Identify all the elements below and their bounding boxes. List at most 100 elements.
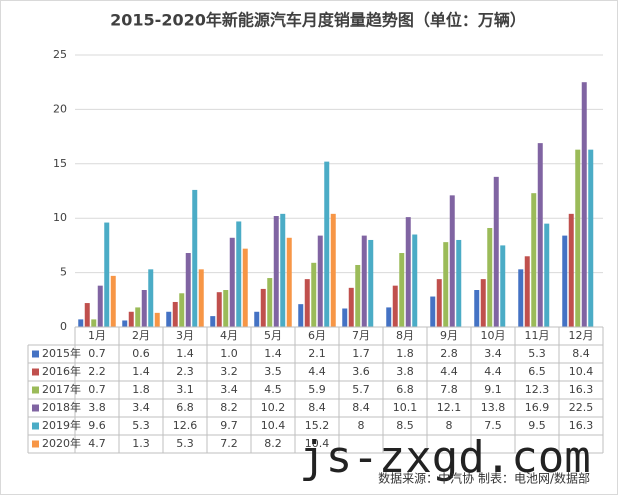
bar (386, 307, 392, 327)
legend-label: 2016年 (42, 364, 81, 378)
y-tick-label: 15 (53, 157, 67, 170)
bar (317, 235, 323, 327)
bar (480, 279, 486, 327)
bar (84, 303, 90, 327)
table-value: 5.7 (352, 383, 370, 396)
table-value: 2.2 (88, 365, 106, 378)
legend-swatch (32, 404, 39, 412)
bar (443, 242, 449, 327)
x-tick-label: 6月 (308, 329, 326, 342)
x-tick-label: 9月 (440, 329, 458, 342)
bar (192, 189, 198, 327)
bar (78, 319, 84, 327)
table-value: 5.3 (176, 437, 194, 450)
bar (110, 275, 116, 327)
bar (141, 290, 147, 327)
table-value: 16.3 (569, 383, 594, 396)
table-value: 7.2 (220, 437, 238, 450)
table-value: 6.5 (528, 365, 546, 378)
table-value: 7.5 (484, 419, 502, 432)
table-value: 2.1 (308, 347, 326, 360)
table-value: 4.4 (308, 365, 326, 378)
table-value: 6.8 (176, 401, 194, 414)
table-value: 12.1 (437, 401, 462, 414)
bar (581, 82, 587, 327)
table-value: 5.3 (528, 347, 546, 360)
bar (430, 296, 436, 327)
bar (531, 193, 537, 327)
bar (474, 290, 480, 327)
bar (229, 237, 235, 327)
y-tick-label: 25 (53, 48, 67, 61)
table-value: 3.2 (220, 365, 238, 378)
x-tick-label: 10月 (481, 329, 506, 342)
x-tick-label: 1月 (88, 329, 106, 342)
legend-label: 2020年 (42, 436, 81, 450)
table-value: 3.4 (132, 401, 150, 414)
table-value: 0.6 (132, 347, 150, 360)
table-value: 5.9 (308, 383, 326, 396)
table-value: 3.6 (352, 365, 370, 378)
bar (273, 216, 279, 327)
bar (524, 256, 530, 327)
bar (562, 235, 568, 327)
bar (135, 307, 141, 327)
bar (330, 213, 336, 327)
legend-label: 2017年 (42, 382, 81, 396)
x-tick-label: 7月 (352, 329, 370, 342)
bar (154, 312, 160, 327)
bar (487, 227, 493, 327)
legend-swatch (32, 350, 39, 358)
y-tick-label: 20 (53, 102, 67, 115)
table-value: 10.4 (261, 419, 286, 432)
chart-title: 2015-2020年新能源汽车月度销量趋势图（单位：万辆） (110, 11, 526, 30)
table-value: 12.6 (173, 419, 198, 432)
bar (342, 308, 348, 327)
bar (104, 222, 110, 327)
bar (179, 293, 185, 327)
table-value: 16.9 (525, 401, 550, 414)
table-value: 8.2 (264, 437, 282, 450)
table-value: 10.4 (569, 365, 594, 378)
bar (518, 269, 524, 327)
bar (166, 311, 172, 327)
bar (348, 287, 354, 327)
table-value: 3.8 (88, 401, 106, 414)
bar (436, 279, 442, 327)
table-value: 3.4 (484, 347, 502, 360)
table-value: 8.4 (572, 347, 590, 360)
legend-label: 2018年 (42, 400, 81, 414)
bar (544, 223, 550, 327)
bar (198, 269, 204, 327)
table-value: 1.8 (396, 347, 414, 360)
x-tick-label: 11月 (525, 329, 550, 342)
x-tick-label: 5月 (264, 329, 282, 342)
table-value: 6.8 (396, 383, 414, 396)
bar (361, 235, 367, 327)
bar (223, 290, 229, 327)
bar (280, 213, 286, 327)
bar (267, 278, 273, 327)
table-value: 1.4 (264, 347, 282, 360)
bar (185, 253, 191, 327)
bar (236, 221, 242, 327)
y-tick-label: 5 (60, 266, 67, 279)
bar (298, 304, 304, 327)
legend-swatch (32, 440, 39, 448)
legend-swatch (32, 386, 39, 394)
table-value: 1.3 (132, 437, 150, 450)
bar (172, 301, 178, 327)
bar (128, 311, 134, 327)
watermark: js-zxgd.com (299, 432, 590, 483)
table-value: 22.5 (569, 401, 594, 414)
table-value: 4.4 (440, 365, 458, 378)
bar (568, 213, 574, 327)
x-tick-label: 3月 (176, 329, 194, 342)
table-value: 4.7 (88, 437, 106, 450)
bar (91, 319, 97, 327)
bar (537, 143, 543, 327)
table-value: 9.1 (484, 383, 502, 396)
bar (500, 245, 506, 327)
legend-swatch (32, 422, 39, 430)
table-value: 2.8 (440, 347, 458, 360)
